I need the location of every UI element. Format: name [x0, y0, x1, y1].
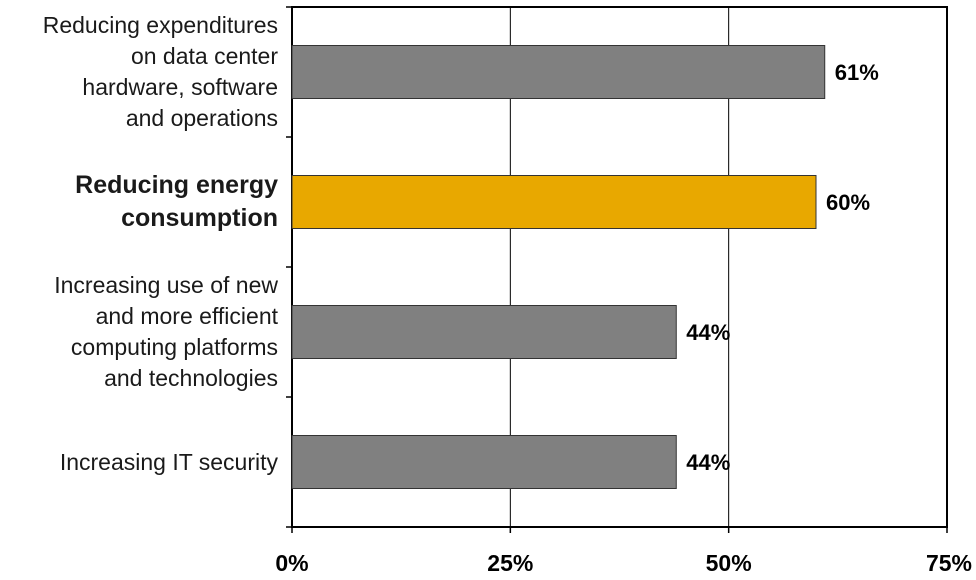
- bar-1: [291, 45, 826, 99]
- x-tick-label-3: 75%: [926, 550, 972, 576]
- category-label-3: Increasing use of new and more efficient…: [54, 272, 278, 391]
- bar-4: [291, 435, 677, 489]
- bar-3: [291, 305, 677, 359]
- data-label-2: 60%: [826, 190, 870, 215]
- category-label-1: Reducing expenditures on data center har…: [42, 12, 278, 131]
- x-tick-label-1: 25%: [487, 550, 533, 576]
- data-label-1: 61%: [835, 60, 879, 85]
- data-label-4: 44%: [686, 450, 730, 475]
- x-tick-label-2: 50%: [706, 550, 752, 576]
- category-label-4: Increasing IT security: [59, 448, 278, 475]
- x-tick-label-0: 0%: [275, 550, 308, 576]
- data-label-3: 44%: [686, 320, 730, 345]
- bar-2: [291, 175, 817, 229]
- category-label-2: Reducing energy consumption: [75, 171, 278, 232]
